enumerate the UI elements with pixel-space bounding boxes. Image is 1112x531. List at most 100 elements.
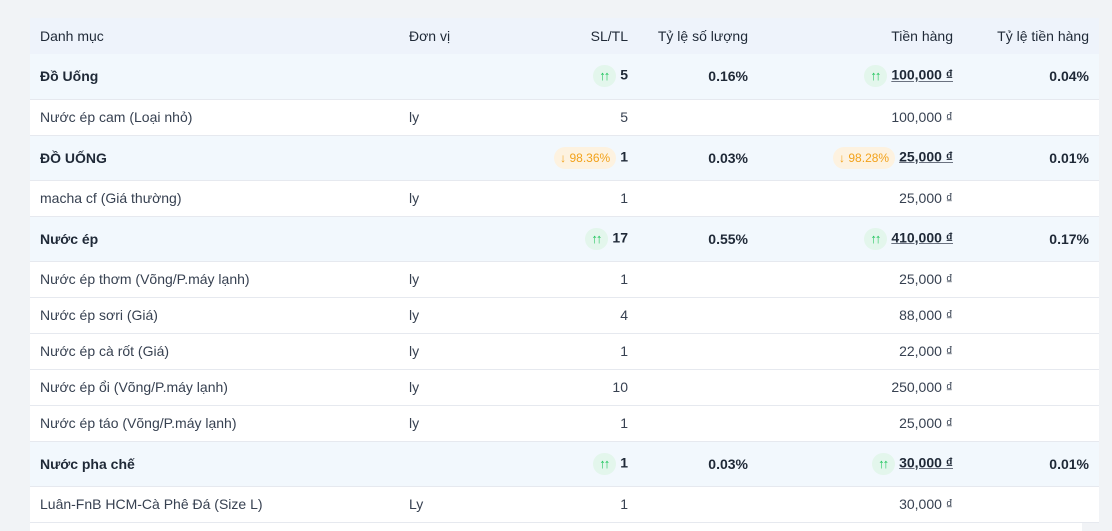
item-name: Nước ép thơm (Võng/P.máy lạnh) [40,271,250,287]
col-header-amount-ratio[interactable]: Tỷ lệ tiền hàng [997,28,1089,44]
item-amount: 25,000 ₫ [899,415,953,431]
item-amount: 250,000 ₫ [891,379,953,395]
category-name: Đồ Uống [40,68,99,85]
item-qty-ratio [638,261,758,297]
unit-cell [399,135,494,180]
qty-cell: ↓ 98.36% 1 [494,135,638,180]
item-qty: 10 [612,379,628,395]
amount-value: 30,000 ₫ [899,454,953,471]
item-row[interactable]: macha cf (Giá thường) ly 1 25,000 ₫ [30,180,1099,216]
qty-value: 1 [620,148,628,165]
col-header-category[interactable]: Danh mục [40,28,104,44]
amount-value: 100,000 ₫ [891,66,953,83]
qty-cell: ↑↑ 5 [494,54,638,99]
item-qty: 5 [620,109,628,125]
col-header-qty-ratio[interactable]: Tỷ lệ số lượng [657,28,748,44]
item-amount-ratio [963,261,1099,297]
item-amount: 25,000 ₫ [899,190,953,206]
item-qty: 1 [620,415,628,431]
qty-cell: ↑↑ 1 [494,441,638,486]
item-qty-ratio [638,486,758,522]
item-row[interactable]: Nước ép sơri (Giá) ly 4 88,000 ₫ [30,297,1099,333]
item-name: Luân-FnB HCM-Cà Phê Đá (Size L) [40,496,263,512]
qty-cell: ↑↑ 17 [494,216,638,261]
item-unit: ly [409,415,420,431]
item-amount-ratio [963,486,1099,522]
item-name: macha cf (Giá thường) [40,190,182,206]
trend-up-icon: ↑↑ [593,452,617,475]
item-qty-ratio [638,99,758,135]
item-amount-ratio [963,333,1099,369]
item-unit: ly [409,190,420,206]
item-unit: ly [409,307,420,323]
item-qty-ratio [638,405,758,441]
item-amount: 25,000 ₫ [899,271,953,287]
amount-ratio: 0.01% [1049,149,1089,166]
item-qty-ratio [638,369,758,405]
amount-value: 25,000 ₫ [899,148,953,165]
item-name: Nước ép cà rốt (Giá) [40,343,170,359]
item-row[interactable]: Nước ép cà rốt (Giá) ly 1 22,000 ₫ [30,333,1099,369]
item-qty-ratio [638,333,758,369]
item-row[interactable]: Nước ép thơm (Võng/P.máy lạnh) ly 1 25,0… [30,261,1099,297]
item-unit: ly [409,343,420,359]
report-table-card: Danh mục Đơn vị SL/TL Tỷ lệ số lượng Tiề… [30,18,1099,531]
item-row[interactable]: Nước ép cam (Loại nhỏ) ly 5 100,000 ₫ [30,99,1099,135]
item-name: Nước ép ổi (Võng/P.máy lạnh) [40,379,228,395]
item-name: Nước ép sơri (Giá) [40,307,158,323]
item-qty: 1 [620,190,628,206]
item-qty: 1 [620,343,628,359]
amount-cell: ↓ 98.28% 25,000 ₫ [758,135,963,180]
item-unit: ly [409,379,420,395]
amount-cell: ↑↑ 30,000 ₫ [758,441,963,486]
item-qty: 1 [620,496,628,512]
amount-ratio: 0.17% [1049,230,1089,247]
item-name: Nước ép táo (Võng/P.máy lạnh) [40,415,237,431]
col-header-qty[interactable]: SL/TL [590,28,628,44]
item-row[interactable]: Nước ép ổi (Võng/P.máy lạnh) ly 10 250,0… [30,369,1099,405]
category-name: Nước ép [40,230,99,247]
category-group-row[interactable]: ĐỒ UỐNG ↓ 98.36% 1 0.03% ↓ 98.28% 25,000 ₫… [30,135,1099,180]
qty-value: 5 [620,66,628,83]
col-header-unit[interactable]: Đơn vị [409,28,451,44]
unit-cell [399,54,494,99]
qty-ratio: 0.16% [708,68,748,85]
trend-up-icon: ↑↑ [585,227,609,250]
trend-up-icon: ↑↑ [864,227,888,250]
trend-up-icon: ↑↑ [593,65,617,88]
item-row[interactable]: Luân-FnB HCM-Cà Phê Đá (Size L) Ly 1 30,… [30,486,1099,522]
qty-value: 17 [612,229,628,246]
amount-cell: ↑↑ 410,000 ₫ [758,216,963,261]
item-unit: ly [409,109,420,125]
trend-up-icon: ↑↑ [864,65,888,88]
category-group-row[interactable]: Đồ Uống ↑↑ 5 0.16% ↑↑ 100,000 ₫ 0.04% [30,54,1099,99]
amount-value: 410,000 ₫ [891,229,953,246]
trend-down-badge: ↓ 98.36% [554,146,617,169]
item-qty-ratio [638,297,758,333]
qty-ratio: 0.03% [708,149,748,166]
item-amount-ratio [963,99,1099,135]
category-name: Nước pha chế [40,455,135,472]
qty-ratio: 0.55% [708,230,748,247]
category-group-row[interactable]: Nước pha chế ↑↑ 1 0.03% ↑↑ 30,000 ₫ 0.01% [30,441,1099,486]
item-amount-ratio [963,180,1099,216]
category-name: ĐỒ UỐNG [40,149,107,166]
amount-ratio: 0.04% [1049,68,1089,85]
item-name: Nước ép cam (Loại nhỏ) [40,109,193,125]
category-group-row[interactable]: Nước ép ↑↑ 17 0.55% ↑↑ 410,000 ₫ 0.17% [30,216,1099,261]
item-unit: Ly [409,496,424,512]
table-header-row: Danh mục Đơn vị SL/TL Tỷ lệ số lượng Tiề… [30,18,1099,54]
item-unit: ly [409,271,420,287]
item-amount: 22,000 ₫ [899,343,953,359]
unit-cell [399,216,494,261]
item-qty: 1 [620,271,628,287]
unit-cell [399,441,494,486]
qty-value: 1 [620,454,628,471]
amount-ratio: 0.01% [1049,455,1089,472]
trend-down-badge: ↓ 98.28% [833,146,896,169]
col-header-amount[interactable]: Tiền hàng [891,28,953,44]
item-qty-ratio [638,180,758,216]
item-amount: 88,000 ₫ [899,307,953,323]
category-report-table: Danh mục Đơn vị SL/TL Tỷ lệ số lượng Tiề… [30,18,1099,523]
item-row[interactable]: Nước ép táo (Võng/P.máy lạnh) ly 1 25,00… [30,405,1099,441]
